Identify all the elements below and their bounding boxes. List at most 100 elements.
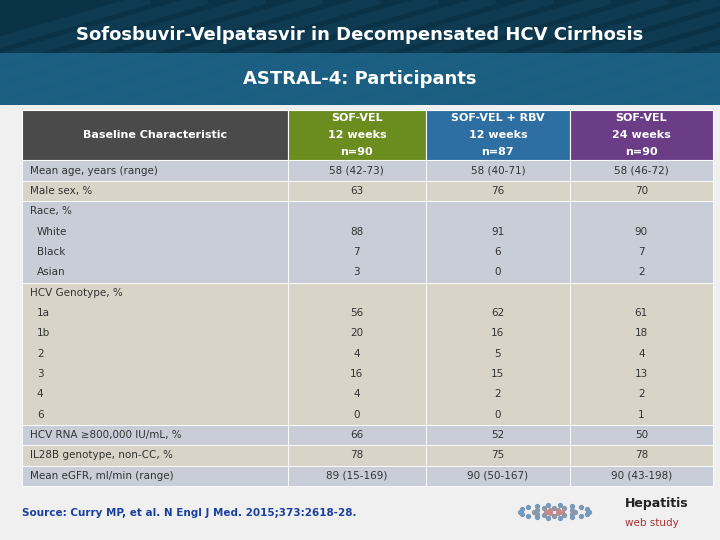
Bar xyxy=(22,425,288,446)
Bar xyxy=(288,201,426,282)
Text: 58 (42-73): 58 (42-73) xyxy=(330,166,384,176)
Bar xyxy=(570,446,713,465)
Bar xyxy=(22,110,288,160)
Text: n=90: n=90 xyxy=(625,147,657,157)
Bar xyxy=(570,160,713,181)
Bar xyxy=(0,0,720,52)
Text: Mean age, years (range): Mean age, years (range) xyxy=(30,166,158,176)
Bar xyxy=(426,425,570,446)
Text: 4: 4 xyxy=(354,389,360,400)
Text: Asian: Asian xyxy=(37,267,66,278)
Bar xyxy=(570,282,713,425)
Text: Mean eGFR, ml/min (range): Mean eGFR, ml/min (range) xyxy=(30,471,174,481)
Bar xyxy=(288,446,426,465)
Text: 52: 52 xyxy=(491,430,505,440)
Bar xyxy=(426,465,570,486)
Bar xyxy=(22,201,288,282)
Text: 2: 2 xyxy=(638,267,644,278)
Text: Sofosbuvir-Velpatasvir in Decompensated HCV Cirrhosis: Sofosbuvir-Velpatasvir in Decompensated … xyxy=(76,26,644,44)
Text: 70: 70 xyxy=(635,186,648,196)
Text: 12 weeks: 12 weeks xyxy=(469,130,527,140)
Text: n=87: n=87 xyxy=(482,147,514,157)
Text: 4: 4 xyxy=(638,349,644,359)
Text: 88: 88 xyxy=(350,227,364,237)
Bar xyxy=(570,110,713,160)
Text: 20: 20 xyxy=(350,328,364,339)
Text: 78: 78 xyxy=(350,450,364,461)
Bar xyxy=(426,110,570,160)
Bar xyxy=(288,425,426,446)
Text: 16: 16 xyxy=(350,369,364,379)
Text: 63: 63 xyxy=(350,186,364,196)
Text: 0: 0 xyxy=(495,267,501,278)
Text: SOF-VEL: SOF-VEL xyxy=(331,113,382,123)
Text: 89 (15-169): 89 (15-169) xyxy=(326,471,387,481)
Text: ASTRAL-4: Participants: ASTRAL-4: Participants xyxy=(243,70,477,88)
Text: 90: 90 xyxy=(635,227,648,237)
Bar xyxy=(22,446,288,465)
Text: 50: 50 xyxy=(635,430,648,440)
Bar xyxy=(426,446,570,465)
Text: HCV Genotype, %: HCV Genotype, % xyxy=(30,288,122,298)
Text: Black: Black xyxy=(37,247,66,257)
Text: 6: 6 xyxy=(495,247,501,257)
Text: Hepatitis: Hepatitis xyxy=(625,497,688,510)
Text: 58 (40-71): 58 (40-71) xyxy=(471,166,525,176)
Text: 12 weeks: 12 weeks xyxy=(328,130,386,140)
Text: 0: 0 xyxy=(354,410,360,420)
Text: Race, %: Race, % xyxy=(30,206,72,217)
Bar xyxy=(22,160,288,181)
Bar xyxy=(426,160,570,181)
Text: 24 weeks: 24 weeks xyxy=(612,130,670,140)
Text: 5: 5 xyxy=(495,349,501,359)
Bar xyxy=(426,201,570,282)
Text: 16: 16 xyxy=(491,328,505,339)
Text: 13: 13 xyxy=(634,369,648,379)
Text: 3: 3 xyxy=(37,369,43,379)
Text: 62: 62 xyxy=(491,308,505,318)
Text: 58 (46-72): 58 (46-72) xyxy=(614,166,669,176)
Text: 4: 4 xyxy=(37,389,43,400)
Bar xyxy=(570,465,713,486)
Text: 1b: 1b xyxy=(37,328,50,339)
Text: Baseline Characteristic: Baseline Characteristic xyxy=(83,130,227,140)
Bar xyxy=(288,110,426,160)
Text: SOF-VEL: SOF-VEL xyxy=(616,113,667,123)
Text: 56: 56 xyxy=(350,308,364,318)
Text: 2: 2 xyxy=(495,389,501,400)
Text: HCV RNA ≥800,000 IU/mL, %: HCV RNA ≥800,000 IU/mL, % xyxy=(30,430,181,440)
Text: White: White xyxy=(37,227,67,237)
Text: 6: 6 xyxy=(37,410,43,420)
Text: 18: 18 xyxy=(634,328,648,339)
Text: 78: 78 xyxy=(634,450,648,461)
Bar xyxy=(570,181,713,201)
Text: 61: 61 xyxy=(634,308,648,318)
Bar xyxy=(22,465,288,486)
Text: web study: web study xyxy=(625,518,679,528)
Text: n=90: n=90 xyxy=(341,147,373,157)
Bar xyxy=(0,52,720,105)
Text: 0: 0 xyxy=(495,410,501,420)
Text: 7: 7 xyxy=(638,247,644,257)
Bar xyxy=(22,282,288,425)
Text: 75: 75 xyxy=(491,450,505,461)
Text: IL28B genotype, non-CC, %: IL28B genotype, non-CC, % xyxy=(30,450,173,461)
Text: SOF-VEL + RBV: SOF-VEL + RBV xyxy=(451,113,544,123)
Text: 66: 66 xyxy=(350,430,364,440)
Bar xyxy=(570,425,713,446)
Bar xyxy=(288,465,426,486)
Bar xyxy=(22,181,288,201)
Bar xyxy=(426,282,570,425)
Bar xyxy=(288,181,426,201)
Text: 76: 76 xyxy=(491,186,505,196)
Bar xyxy=(288,282,426,425)
Text: 90 (43-198): 90 (43-198) xyxy=(611,471,672,481)
Text: 91: 91 xyxy=(491,227,505,237)
Bar xyxy=(570,201,713,282)
Text: 90 (50-167): 90 (50-167) xyxy=(467,471,528,481)
Text: 15: 15 xyxy=(491,369,505,379)
Text: Source: Curry MP, et al. N Engl J Med. 2015;373:2618-28.: Source: Curry MP, et al. N Engl J Med. 2… xyxy=(22,508,356,518)
Text: 2: 2 xyxy=(638,389,644,400)
Bar xyxy=(426,181,570,201)
Text: 3: 3 xyxy=(354,267,360,278)
